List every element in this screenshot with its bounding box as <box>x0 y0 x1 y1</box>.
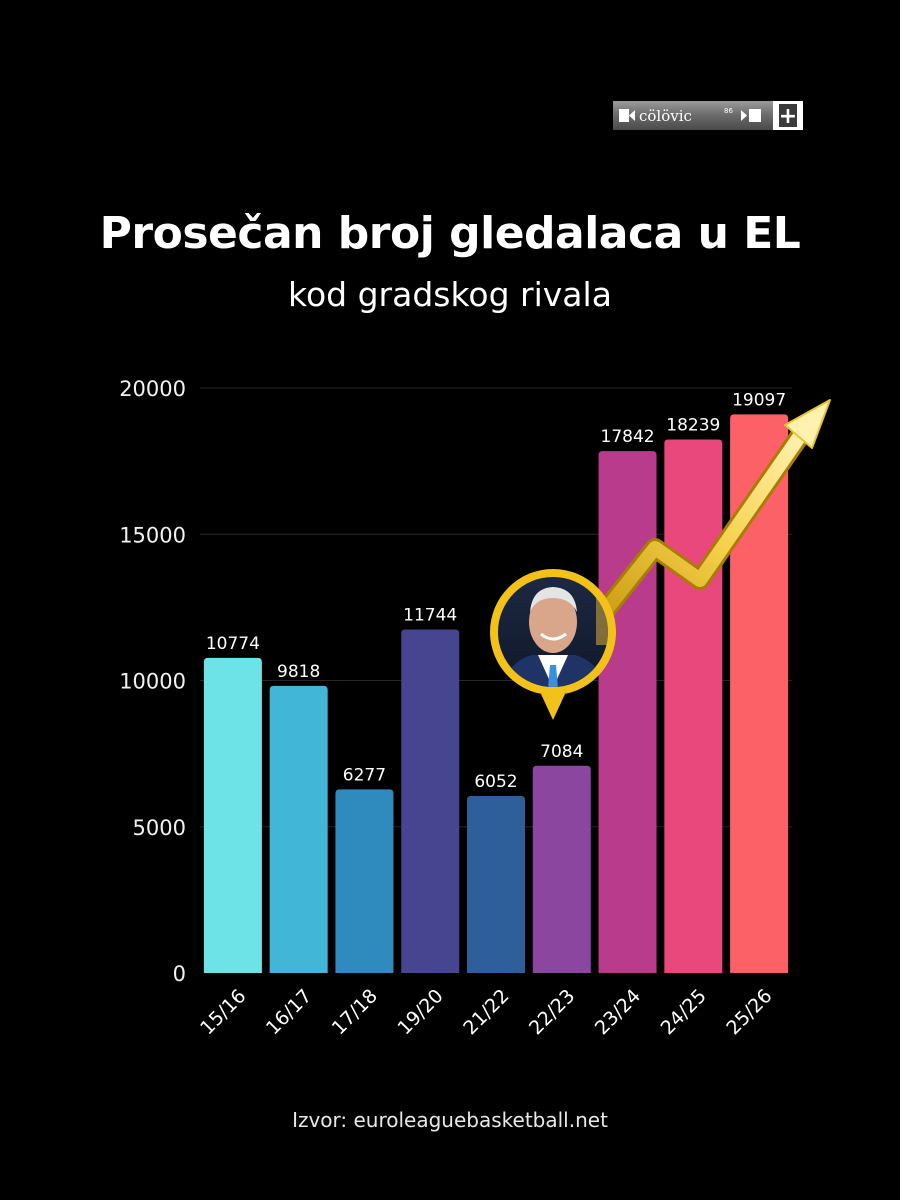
brand-name: cölövic <box>639 107 692 125</box>
brand-plus-icon: + <box>779 104 797 129</box>
chart-subtitle: kod gradskog rivala <box>288 275 612 314</box>
data-label: 11744 <box>403 605 457 625</box>
badge-pointer <box>541 694 565 720</box>
coach-portrait-image <box>498 577 608 687</box>
x-tick-label: 22/23 <box>525 985 579 1039</box>
x-tick-label: 24/25 <box>657 985 711 1039</box>
bar-24-25 <box>664 439 723 973</box>
x-tick-label: 17/18 <box>328 985 382 1039</box>
y-tick-label: 0 <box>173 962 186 986</box>
bar-17-18 <box>335 789 394 973</box>
y-tick-label: 10000 <box>119 670 186 694</box>
x-tick-label: 23/24 <box>591 985 645 1039</box>
coach-portrait-badge <box>490 569 616 720</box>
x-tick-label: 25/26 <box>722 985 776 1039</box>
data-label: 17842 <box>601 427 655 447</box>
bar-23-24 <box>598 451 657 974</box>
bar-25-26 <box>730 414 789 974</box>
bar-16-17 <box>269 685 328 973</box>
y-tick-label: 15000 <box>119 523 186 547</box>
bar-15-16 <box>203 657 262 973</box>
x-tick-label: 21/22 <box>459 985 513 1039</box>
data-label: 19097 <box>732 390 786 410</box>
data-label: 6277 <box>343 765 386 785</box>
data-label: 10774 <box>206 634 260 654</box>
brand-logo: cölövic 86 + <box>613 101 803 130</box>
chart-title: Prosečan broj gledalaca u EL <box>99 208 801 259</box>
y-tick-label: 5000 <box>133 816 186 840</box>
x-tick-label: 15/16 <box>196 985 250 1039</box>
data-label: 18239 <box>666 416 720 436</box>
bar-21-22 <box>467 795 525 973</box>
y-tick-label: 20000 <box>119 377 186 401</box>
trend-arrow-line <box>591 426 809 627</box>
x-tick-label: 16/17 <box>262 985 316 1039</box>
data-label: 7084 <box>540 742 583 762</box>
x-tick-label: 19/20 <box>393 985 447 1039</box>
bar-19-20 <box>401 629 460 973</box>
source-note: Izvor: euroleaguebasketball.net <box>292 1108 608 1132</box>
brand-superscript: 86 <box>724 107 733 115</box>
trend-arrow-head-icon <box>784 399 831 449</box>
data-label: 6052 <box>474 772 517 792</box>
data-label: 9818 <box>277 662 320 682</box>
bar-22-23 <box>532 765 591 973</box>
